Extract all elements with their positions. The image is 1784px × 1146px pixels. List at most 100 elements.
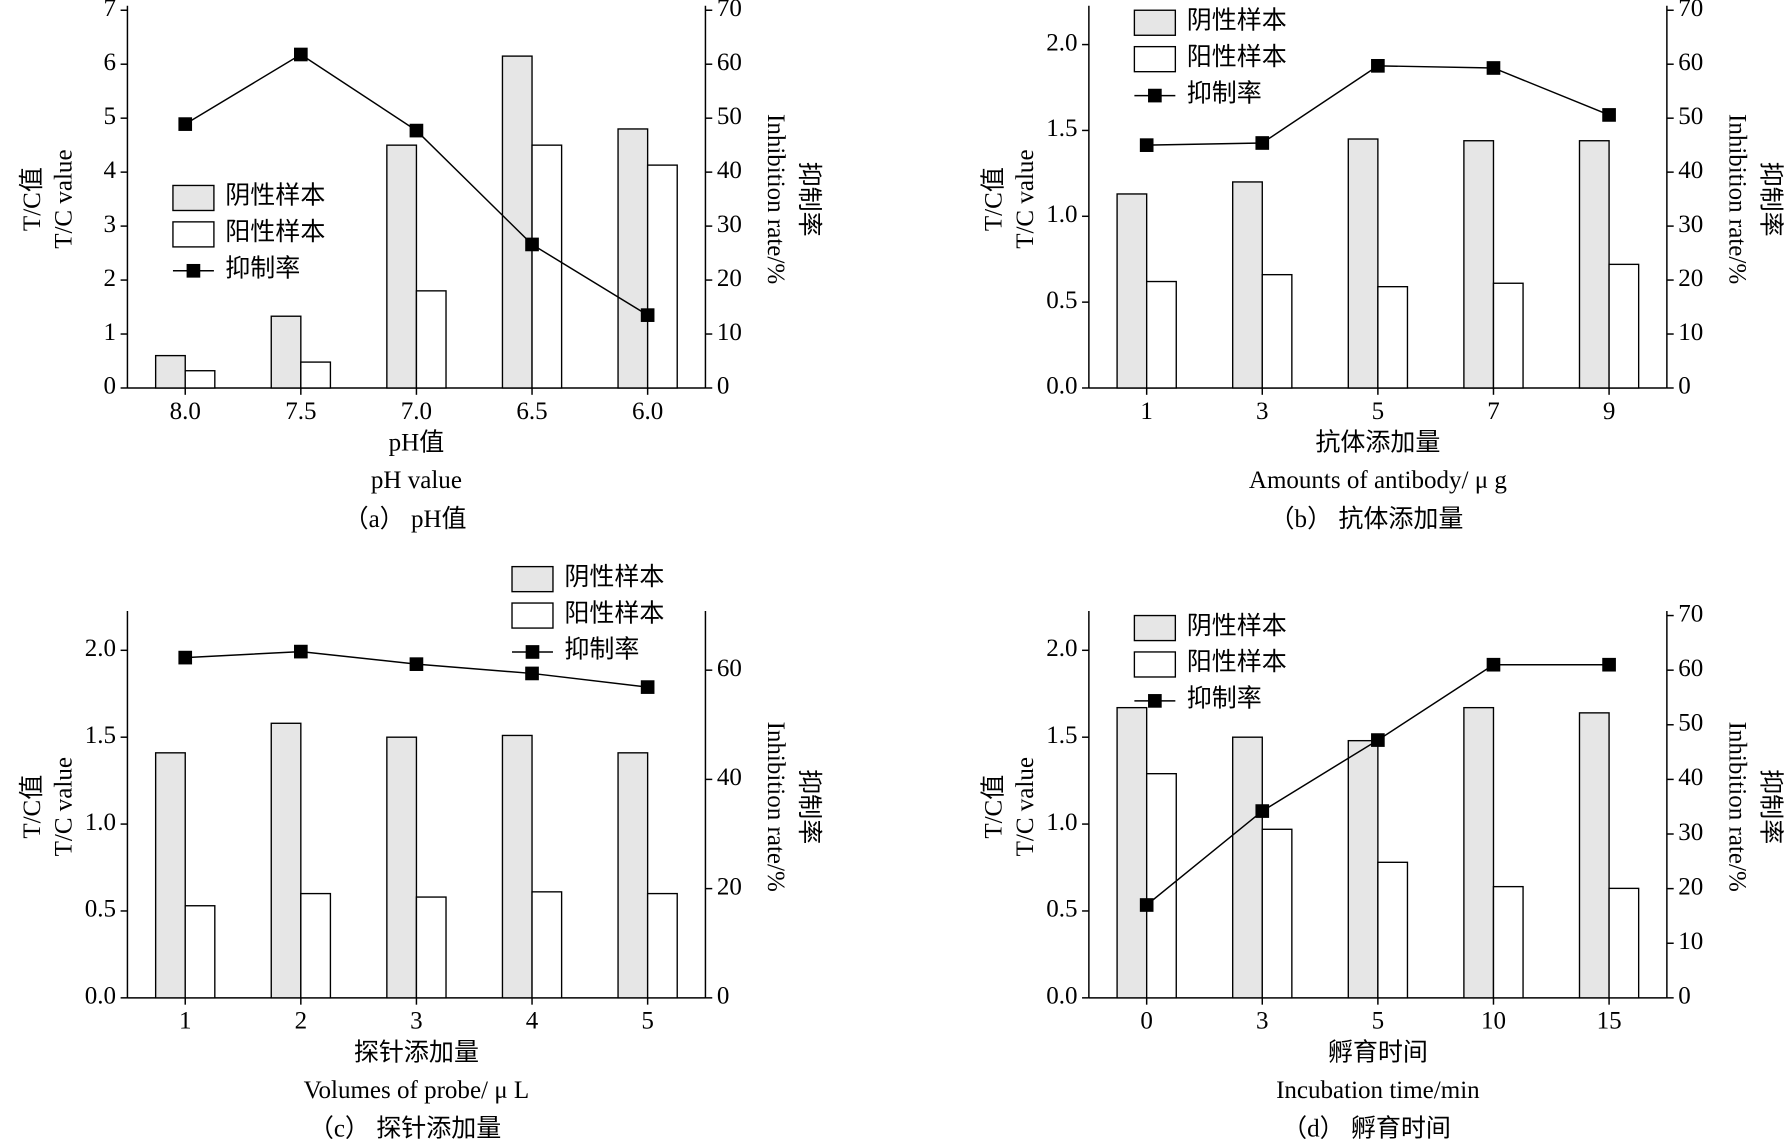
y-axis-title-en: T/C value [51,757,78,856]
bar [1463,140,1495,389]
marker [294,47,308,62]
x-axis-title: 探针添加量 [354,1038,479,1066]
bar [415,896,447,999]
marker [409,657,424,671]
bar [1347,138,1379,389]
legend-label: 阴性样本 [225,182,325,210]
legend-label: 阳性样本 [1187,648,1287,676]
y-tick-label: 6 [104,49,117,76]
legend-marker [1148,694,1162,708]
bar [1261,273,1293,389]
y-tick-label: 2 [104,265,117,292]
bar [1347,739,1379,999]
marker [640,308,655,322]
x-tick-label: 3 [1256,398,1269,425]
x-tick-label: 2 [295,1008,308,1035]
y2-tick-label: 10 [1678,319,1703,346]
y2-tick-label: 70 [1678,0,1703,22]
y-axis-title: T/C值 [18,775,46,839]
x-axis-title-en: Volumes of probe/ μ L [304,1077,530,1104]
y2-axis-title: Inhibition rate/% [1723,722,1750,892]
x-tick-label: 5 [1372,1008,1385,1035]
y-tick-label: 5 [104,103,117,130]
y-tick-label: 2.0 [1046,635,1077,662]
legend-label: 抑制率 [1187,79,1262,107]
y-tick-label: 0.0 [1046,373,1077,400]
x-tick-label: 3 [1256,1008,1269,1035]
marker [525,666,539,681]
y2-tick-label: 40 [717,157,742,184]
y-tick-label: 4 [104,157,117,184]
y-tick-label: 1.5 [1046,722,1077,749]
y2-tick-label: 20 [717,873,742,900]
bar [154,752,186,999]
legend-label: 抑制率 [225,255,300,283]
x-tick-label: 3 [410,1008,423,1035]
y2-tick-label: 50 [1678,103,1703,130]
y2-tick-label: 40 [717,764,742,791]
marker [1255,136,1270,150]
y-tick-label: 1.0 [85,809,116,836]
marker [178,117,193,131]
y-tick-label: 1 [104,319,117,346]
y2-axis-title: Inhibition rate/% [762,114,789,284]
y2-tick-label: 70 [717,0,742,22]
legend-label: 抑制率 [564,636,639,664]
y2-tick-label: 0 [1678,983,1691,1010]
bar [1261,828,1293,999]
bar [154,354,186,389]
bar [1116,193,1148,389]
y2-axis-title-cn: 抑制率 [1756,769,1784,844]
bar [300,361,332,389]
y-tick-label: 2.0 [1046,29,1077,56]
bar [1145,773,1177,999]
marker [1486,657,1501,672]
y-tick-label: 1.0 [1046,201,1077,228]
bar [1232,181,1263,389]
bar [1145,280,1177,389]
y-tick-label: 0.5 [1046,896,1077,923]
x-axis-title-en: Amounts of antibody/ μ g [1249,467,1507,494]
marker [1486,61,1501,75]
legend-label: 抑制率 [1187,685,1262,713]
bar [270,722,302,999]
y2-tick-label: 10 [1678,928,1703,955]
y2-tick-label: 20 [717,265,742,292]
bar [617,128,649,389]
y-axis-title: T/C值 [979,775,1007,839]
legend-marker [1148,88,1162,103]
bar [300,892,332,999]
bar [617,752,649,999]
y2-tick-label: 20 [1678,265,1703,292]
y-tick-label: 0 [104,373,117,400]
panel: 0.0 0.5 1.0 1.5 2.0 0 10 20 30 40 50 60 70 0 3 5 10 15 阴性样… [979,600,1784,1142]
y-tick-label: 7 [104,0,117,22]
y-axis-title-en: T/C value [1012,149,1039,248]
y2-tick-label: 0 [717,373,730,400]
y2-tick-label: 50 [717,103,742,130]
caption: （a） pH值 [344,505,467,533]
bar [501,734,533,999]
marker [1602,108,1616,122]
y-tick-label: 1.0 [1046,809,1077,836]
legend-swatch [1133,614,1177,642]
x-tick-label: 1 [179,1008,192,1035]
y2-tick-label: 20 [1678,873,1703,900]
y2-tick-label: 10 [717,319,742,346]
y2-tick-label: 0 [717,983,730,1010]
bar [1578,712,1610,999]
y-axis-title-en: T/C value [1012,757,1039,856]
y-axis-title: T/C值 [979,167,1007,231]
x-tick-label: 5 [1372,398,1385,425]
marker [1255,804,1270,818]
y2-axis-title-cn: 抑制率 [795,162,823,237]
bar [531,891,563,999]
bar [1377,861,1409,999]
y2-tick-label: 60 [1678,49,1703,76]
bar [184,370,216,389]
legend-label: 阳性样本 [564,599,664,627]
y-tick-label: 0.0 [1046,983,1077,1010]
legend-label: 阳性样本 [225,218,325,246]
